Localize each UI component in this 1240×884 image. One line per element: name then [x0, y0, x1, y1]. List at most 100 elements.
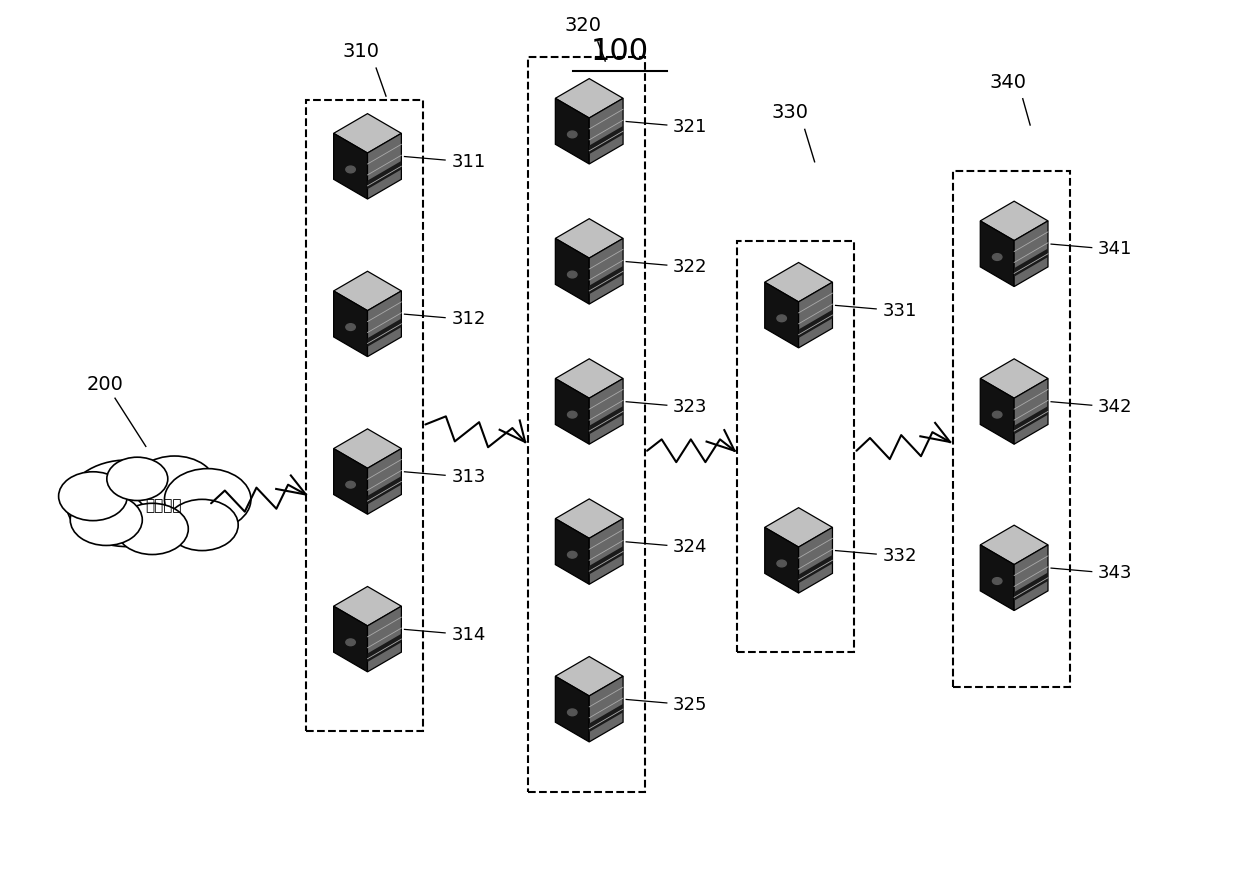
Polygon shape [1014, 221, 1048, 286]
Polygon shape [981, 378, 1014, 444]
Polygon shape [589, 704, 622, 732]
Polygon shape [334, 291, 367, 356]
Circle shape [568, 552, 577, 558]
Polygon shape [556, 79, 622, 118]
Circle shape [346, 166, 356, 172]
Circle shape [992, 577, 1002, 584]
Text: 341: 341 [1097, 240, 1132, 258]
Polygon shape [556, 676, 589, 742]
Text: 313: 313 [451, 468, 486, 486]
Polygon shape [799, 555, 832, 583]
Circle shape [165, 469, 250, 530]
Polygon shape [367, 318, 402, 347]
Polygon shape [589, 519, 622, 584]
Circle shape [133, 456, 216, 515]
Text: 314: 314 [451, 626, 486, 644]
Polygon shape [765, 507, 832, 547]
Bar [528, 57, 645, 792]
Polygon shape [589, 126, 622, 154]
Polygon shape [765, 263, 832, 302]
Text: 324: 324 [673, 538, 708, 556]
Polygon shape [1014, 248, 1048, 277]
Text: 312: 312 [451, 310, 486, 329]
Text: 322: 322 [673, 258, 708, 276]
Circle shape [67, 460, 188, 546]
Polygon shape [589, 378, 622, 444]
Polygon shape [556, 218, 622, 258]
Polygon shape [799, 282, 832, 348]
Circle shape [777, 560, 786, 567]
Circle shape [568, 271, 577, 278]
Circle shape [568, 709, 577, 716]
Polygon shape [589, 266, 622, 294]
Polygon shape [1014, 378, 1048, 444]
Polygon shape [367, 634, 402, 662]
Polygon shape [981, 545, 1014, 611]
Polygon shape [367, 606, 402, 672]
Text: 342: 342 [1097, 398, 1132, 416]
Text: 340: 340 [990, 72, 1027, 92]
Polygon shape [334, 114, 402, 153]
Polygon shape [556, 359, 622, 398]
Circle shape [71, 494, 143, 545]
Circle shape [166, 499, 238, 551]
Circle shape [346, 639, 356, 645]
Bar [306, 101, 423, 731]
Circle shape [346, 324, 356, 331]
Text: 320: 320 [564, 16, 601, 34]
Polygon shape [799, 528, 832, 593]
Text: 331: 331 [883, 301, 916, 320]
Polygon shape [589, 406, 622, 434]
Text: 100: 100 [591, 37, 649, 66]
Polygon shape [334, 606, 367, 672]
Polygon shape [556, 499, 622, 538]
Polygon shape [556, 519, 589, 584]
Text: 310: 310 [342, 42, 379, 61]
Text: 343: 343 [1097, 564, 1132, 583]
Text: 325: 325 [673, 696, 708, 713]
Polygon shape [367, 476, 402, 505]
Text: 332: 332 [883, 547, 916, 565]
Polygon shape [367, 161, 402, 189]
Polygon shape [589, 546, 622, 575]
Polygon shape [1014, 406, 1048, 434]
Polygon shape [556, 657, 622, 696]
Polygon shape [981, 202, 1048, 240]
Circle shape [568, 411, 577, 418]
Circle shape [992, 254, 1002, 261]
Text: 321: 321 [673, 118, 707, 136]
Polygon shape [367, 291, 402, 356]
Circle shape [117, 503, 188, 554]
Polygon shape [589, 239, 622, 304]
Polygon shape [981, 525, 1048, 565]
Polygon shape [334, 429, 402, 469]
Circle shape [346, 481, 356, 488]
Polygon shape [1014, 545, 1048, 611]
Polygon shape [765, 528, 799, 593]
Circle shape [568, 131, 577, 138]
Circle shape [107, 457, 167, 500]
Text: 311: 311 [451, 153, 486, 171]
Polygon shape [765, 282, 799, 348]
Polygon shape [981, 359, 1048, 398]
Polygon shape [556, 98, 589, 164]
Text: 323: 323 [673, 398, 708, 416]
Polygon shape [556, 239, 589, 304]
Polygon shape [367, 133, 402, 199]
Polygon shape [334, 133, 367, 199]
Circle shape [992, 411, 1002, 418]
Text: 330: 330 [771, 103, 808, 122]
Polygon shape [334, 448, 367, 514]
Bar [737, 240, 854, 652]
Polygon shape [367, 448, 402, 514]
Polygon shape [556, 378, 589, 444]
Polygon shape [334, 586, 402, 626]
Polygon shape [1014, 573, 1048, 601]
Bar [952, 171, 1070, 687]
Polygon shape [589, 676, 622, 742]
Polygon shape [799, 309, 832, 338]
Polygon shape [334, 271, 402, 310]
Polygon shape [589, 98, 622, 164]
Circle shape [58, 472, 128, 521]
Text: 云服务器: 云服务器 [145, 498, 181, 513]
